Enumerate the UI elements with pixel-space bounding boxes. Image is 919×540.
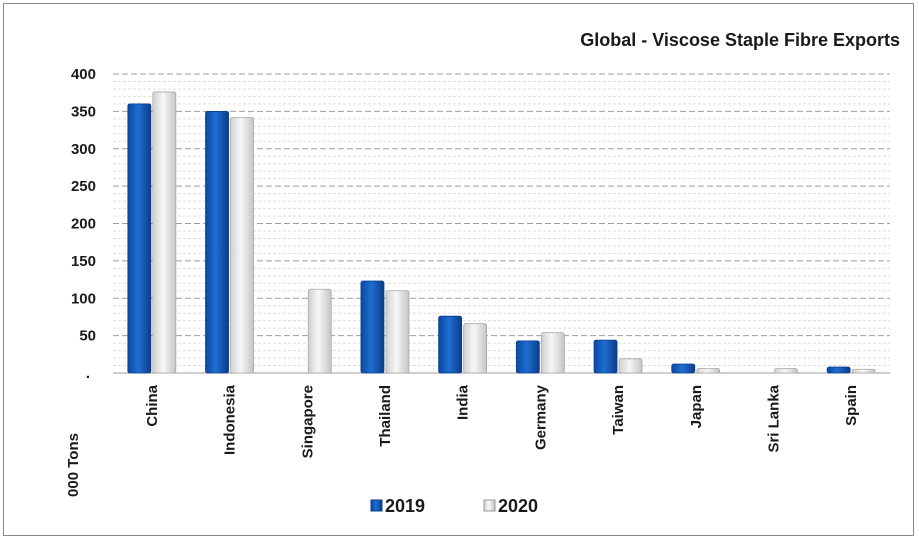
x-tick-label: Germany	[532, 384, 549, 450]
x-tick-label: Spain	[843, 385, 860, 426]
y-tick-label: 300	[71, 141, 96, 158]
gridlines	[113, 73, 890, 374]
bar-2020-germany	[540, 332, 565, 374]
bar-2020-thailand	[385, 290, 410, 374]
bar-2019-germany	[515, 340, 540, 374]
bar-2020-singapore	[307, 288, 332, 374]
y-tick-label-zero: .	[86, 365, 90, 382]
legend-swatch-2020	[483, 499, 496, 512]
legend-label-2020: 2020	[498, 496, 538, 516]
legend-swatch-2019	[370, 499, 383, 512]
bar-2019-thailand	[360, 280, 385, 374]
legend-label-2019: 2019	[385, 496, 425, 516]
legend: 2019 2020	[370, 496, 538, 516]
bar-2019-japan	[671, 363, 696, 374]
bar-2020-japan	[696, 368, 721, 374]
x-tick-label: India	[455, 384, 472, 420]
bars	[127, 91, 876, 374]
x-tick-label: Indonesia	[222, 384, 239, 455]
bar-2020-taiwan	[618, 358, 643, 374]
chart-title: Global - Viscose Staple Fibre Exports	[580, 30, 900, 50]
bar-2020-indonesia	[230, 116, 254, 374]
y-tick-label: 50	[79, 328, 96, 345]
y-tick-label: 350	[71, 103, 96, 120]
bar-2019-india	[438, 315, 463, 374]
y-tick-label: 400	[71, 66, 96, 83]
bar-2020-india	[463, 323, 488, 374]
x-tick-label: Thailand	[377, 385, 394, 447]
bar-2019-china	[127, 103, 152, 374]
bar-2019-taiwan	[593, 339, 618, 374]
y-tick-label: 150	[71, 253, 96, 270]
x-axis: China Indonesia Singapore Thailand India Germ…	[144, 384, 860, 458]
y-tick-label: 250	[71, 178, 96, 195]
x-tick-label: Sri Lanka	[765, 384, 782, 452]
bar-2020-spain	[851, 368, 876, 374]
x-tick-label: Taiwan	[610, 385, 627, 435]
y-tick-label: 200	[71, 216, 96, 233]
x-tick-label: China	[144, 384, 161, 426]
y-axis-label: 000 Tons	[65, 433, 82, 497]
bar-2020-china	[152, 91, 177, 374]
bar-2019-indonesia	[205, 110, 229, 374]
bar-2019-spain	[826, 366, 851, 374]
y-tick-label: 100	[71, 290, 96, 307]
x-tick-label: Japan	[688, 385, 705, 428]
x-tick-label: Singapore	[299, 385, 316, 458]
y-axis: 50 100 150 200 250 300 350 400.	[71, 66, 96, 382]
bar-2020-sri-lanka	[774, 368, 798, 374]
